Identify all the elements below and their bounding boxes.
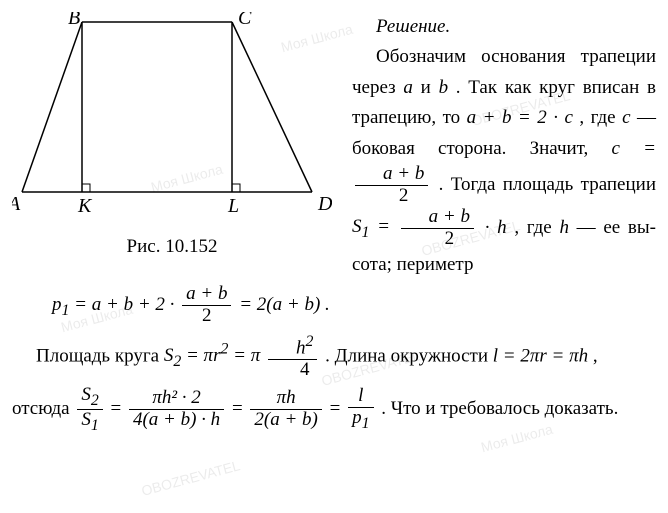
fraction: S2S1 — [77, 385, 102, 434]
var-b: b — [439, 77, 449, 98]
fraction: a + b2 — [401, 207, 474, 250]
fraction: h24 — [268, 333, 317, 381]
equation-p1: p1 = a + b + 2 · a + b2 = 2(a + b) . — [12, 284, 656, 329]
svg-text:K: K — [77, 195, 93, 217]
text: и — [413, 77, 439, 98]
svg-text:D: D — [317, 193, 332, 215]
fraction: πh² · 24(a + b) · h — [129, 388, 224, 431]
eq: a + b = 2 · c — [467, 107, 573, 128]
fraction: a + b2 — [182, 284, 231, 327]
text: , где — [507, 216, 560, 237]
fraction: lp1 — [348, 386, 373, 432]
equation-ratio: отсюда S2S1 = πh² · 24(a + b) · h = πh2(… — [12, 385, 656, 434]
equation-area: Площадь круга S2 = πr2 = π h24 . Длина о… — [12, 333, 656, 381]
S1: S1 = — [352, 216, 398, 237]
svg-text:B: B — [68, 12, 80, 29]
svg-text:L: L — [227, 195, 239, 217]
solution-heading: Решение. — [376, 16, 450, 37]
fraction: πh2(a + b) — [250, 388, 321, 431]
svg-text:C: C — [238, 12, 252, 29]
eq-c: c = — [612, 138, 656, 159]
text: . Тогда площадь трапе­ции — [431, 174, 656, 195]
fraction: a + b2 — [355, 164, 428, 207]
var-a: a — [403, 77, 413, 98]
svg-text:A: A — [12, 193, 21, 215]
var-h: h — [559, 216, 569, 237]
text: , где — [573, 107, 622, 128]
figure-caption: Рис. 10.152 — [12, 236, 332, 258]
trapezoid-figure: A B C D K L — [12, 12, 332, 222]
solution-text: Решение. Обозначим основания трапе­ции ч… — [352, 12, 656, 280]
var-c: c — [622, 107, 630, 128]
figure-column: A B C D K L Рис. 10.152 — [12, 12, 332, 280]
